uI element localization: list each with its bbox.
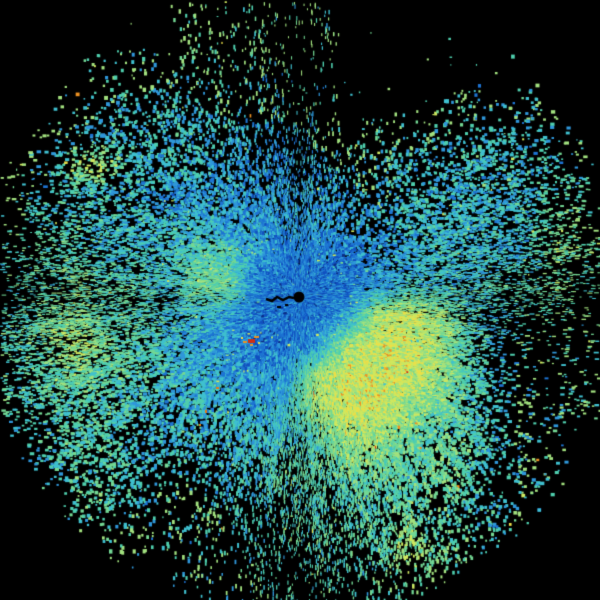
radar-reflectivity-canvas (0, 0, 600, 600)
radar-display (0, 0, 600, 600)
